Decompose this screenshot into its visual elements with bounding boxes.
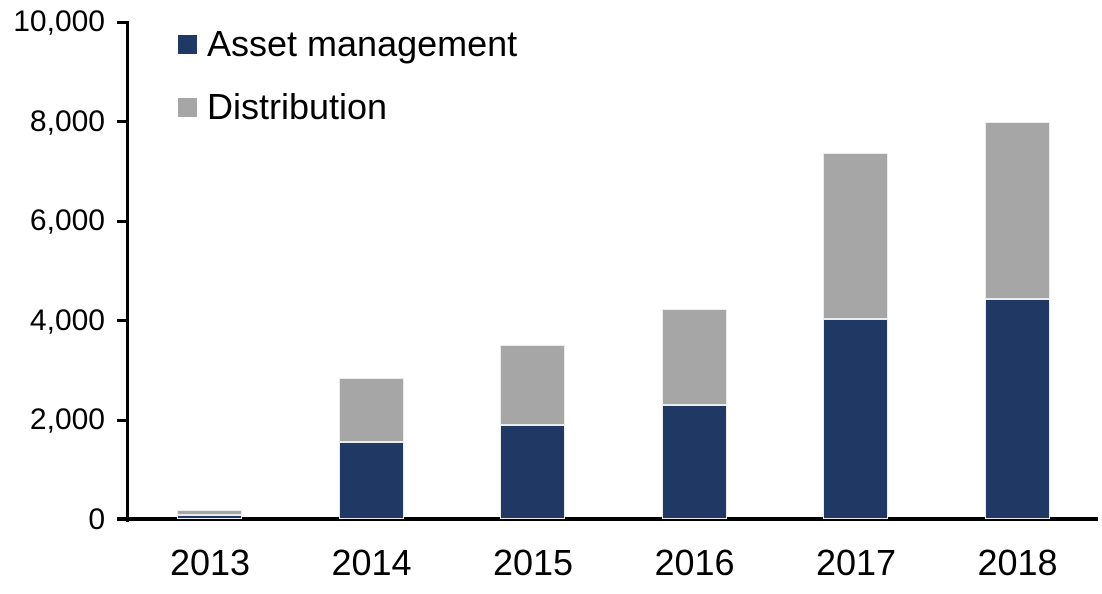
- x-axis-label-2016: 2016: [654, 542, 735, 583]
- bar-segment-distribution-2015: [500, 345, 566, 425]
- y-axis-tick-label: 8,000: [29, 104, 105, 138]
- y-axis-tick: [117, 120, 129, 123]
- legend-item-distribution: Distribution: [178, 87, 387, 127]
- y-axis-tick-label: 10,000: [13, 5, 105, 38]
- bar-segment-asset-management-2015: [500, 424, 566, 520]
- y-axis-tick-label: 4,000: [29, 303, 105, 337]
- bar-segment-asset-management-2014: [338, 442, 404, 520]
- y-axis-tick-label: 0: [88, 502, 105, 536]
- bar-segment-distribution-2016: [661, 309, 727, 406]
- bar-segment-distribution-2014: [338, 377, 404, 443]
- legend-item-asset-management: Asset management: [178, 24, 517, 64]
- x-axis-line: [117, 517, 1098, 521]
- bar-segment-distribution-2013: [177, 510, 243, 515]
- y-axis-tick: [117, 319, 129, 322]
- y-axis-tick-label: 6,000: [29, 204, 105, 237]
- y-axis-line: [126, 21, 129, 522]
- x-axis-label-2017: 2017: [815, 542, 897, 583]
- legend-swatch-asset-management-icon: [178, 34, 197, 54]
- legend-label: Asset management: [207, 23, 518, 64]
- bar-segment-distribution-2018: [984, 121, 1050, 300]
- y-axis-tick: [117, 219, 129, 223]
- y-axis-tick-label: 2,000: [29, 403, 105, 436]
- bar-segment-asset-management-2013: [177, 514, 243, 520]
- x-axis-label-2014: 2014: [331, 542, 412, 583]
- legend-swatch-distribution-icon: [178, 97, 197, 117]
- y-axis-tick: [117, 20, 129, 24]
- x-axis-label-2013: 2013: [169, 542, 251, 583]
- x-axis-label-2015: 2015: [492, 542, 574, 583]
- x-axis-label-2018: 2018: [977, 542, 1058, 583]
- y-axis-tick: [117, 518, 129, 521]
- bar-segment-asset-management-2017: [823, 319, 889, 520]
- legend-label: Distribution: [207, 86, 388, 127]
- bar-segment-asset-management-2016: [661, 405, 727, 520]
- bar-segment-distribution-2017: [823, 152, 889, 320]
- y-axis-tick: [117, 418, 129, 422]
- bar-segment-asset-management-2018: [984, 299, 1050, 520]
